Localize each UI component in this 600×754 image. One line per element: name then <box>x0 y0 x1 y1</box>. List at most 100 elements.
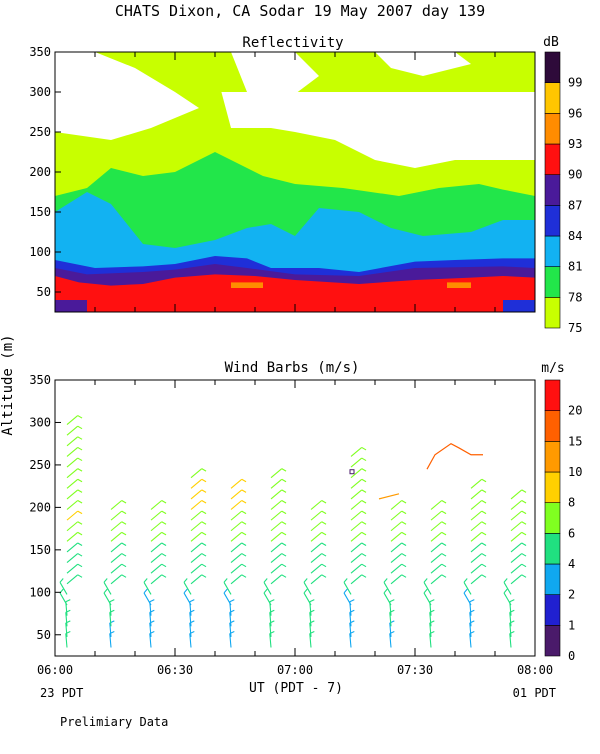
wind-barb-108 <box>310 553 327 564</box>
wind-barb-11 <box>66 521 83 532</box>
colorbar-label-96: 96 <box>568 106 582 120</box>
wind-barb-131 <box>350 457 367 468</box>
wind-barb-strong <box>426 442 483 470</box>
wind-ytick-label-50: 50 <box>37 628 51 642</box>
wind-barb-80 <box>230 500 247 510</box>
wind-colorbar-label-8: 8 <box>568 496 575 510</box>
wind-colorbar-swatch-8 <box>544 471 561 503</box>
wind-barb-13 <box>66 500 83 510</box>
wind-barb-25 <box>109 599 115 616</box>
wind-colorbar-label-0: 0 <box>568 649 575 663</box>
wind-barb-175 <box>470 489 487 500</box>
wind-barb-127 <box>350 500 367 510</box>
wind-barb-75 <box>230 553 247 564</box>
wind-barb-60 <box>190 531 207 542</box>
wind-barb-169 <box>470 553 487 564</box>
no-data-region-1 <box>231 52 319 100</box>
colorbar-swatch-93 <box>544 113 561 145</box>
wind-barb-82 <box>230 478 247 489</box>
wind-barb-16 <box>66 468 83 479</box>
colorbar-label-75: 75 <box>568 321 582 335</box>
contour-patch-3 <box>55 300 87 312</box>
wind-barb-14 <box>66 489 83 500</box>
wind-barb-40 <box>143 588 152 606</box>
wind-barb-189 <box>510 510 527 521</box>
colorbar-label-99: 99 <box>568 76 582 90</box>
wind-frame <box>54 379 536 657</box>
wind-barb-146 <box>390 500 407 510</box>
wind-xtick-label-2: 07:00 <box>277 663 313 677</box>
contour-patch-4 <box>503 300 535 312</box>
wind-barb-76 <box>230 542 247 553</box>
footer-note: Prelimiary Data <box>60 715 168 729</box>
wind-colorbar-swatch-10 <box>544 441 561 473</box>
wind-barb-106 <box>310 574 327 585</box>
wind-barb-66 <box>190 468 207 479</box>
wind-barb-88 <box>263 578 272 595</box>
colorbar-label-87: 87 <box>568 198 582 212</box>
colorbar-label-81: 81 <box>568 260 582 274</box>
wind-title: Wind Barbs (m/s) <box>225 360 360 376</box>
wind-barb-132 <box>350 446 367 457</box>
colorbar-label-90: 90 <box>568 168 582 182</box>
wind-barb-49 <box>150 500 167 510</box>
wind-ytick-label-100: 100 <box>29 585 51 599</box>
wind-barb-35 <box>110 500 127 510</box>
wind-ytick-label-300: 300 <box>29 415 51 429</box>
wind-barb-160 <box>430 500 447 510</box>
reflectivity-ytick-label-350: 350 <box>29 45 51 59</box>
x-axis-label: UT (PDT - 7) <box>249 681 343 696</box>
colorbar-swatch-96 <box>544 82 561 114</box>
wind-barb-90 <box>270 563 287 574</box>
left-time-note: 23 PDT <box>40 686 83 700</box>
reflectivity-ytick-label-200: 200 <box>29 165 51 179</box>
wind-barb-orange <box>378 493 400 500</box>
wind-barb-121 <box>350 563 367 574</box>
wind-barb-98 <box>270 478 287 489</box>
wind-barb-119 <box>343 578 352 595</box>
wind-barb-184 <box>510 563 527 574</box>
wind-barb-20 <box>66 425 83 436</box>
wind-barb-188 <box>510 521 527 532</box>
wind-barb-191 <box>510 489 527 500</box>
wind-xtick-label-0: 06:00 <box>37 663 73 677</box>
wind-barb-79 <box>230 510 247 521</box>
wind-barb-44 <box>150 553 167 564</box>
wind-barb-63 <box>190 500 207 510</box>
wind-barb-9 <box>66 542 83 553</box>
y-axis-label: Altitude (m) <box>0 334 16 435</box>
colorbar-swatch-84 <box>544 205 561 237</box>
wind-barb-39 <box>149 599 155 616</box>
wind-barb-28 <box>110 574 127 585</box>
wind-barb-150 <box>429 599 435 616</box>
wind-barb-54 <box>183 588 192 606</box>
wind-barb-110 <box>310 531 327 542</box>
colorbar-label-84: 84 <box>568 229 582 243</box>
wind-barb-168 <box>470 563 487 574</box>
wind-barb-45 <box>150 542 167 553</box>
wind-barb-96 <box>270 500 287 510</box>
wind-barb-111 <box>310 521 327 532</box>
wind-barb-187 <box>510 531 527 542</box>
contour-patch-1 <box>231 282 263 288</box>
wind-barb-190 <box>510 500 527 510</box>
colorbar-swatch-78 <box>544 266 561 298</box>
wind-xtick-label-4: 08:00 <box>517 663 553 677</box>
wind-barb-92 <box>270 542 287 553</box>
wind-barb-62 <box>190 510 207 521</box>
wind-barb-186 <box>510 542 527 553</box>
wind-barb-3 <box>65 599 71 616</box>
wind-barb-137 <box>383 588 392 606</box>
reflectivity-title: Reflectivity <box>242 35 343 51</box>
reflectivity-ytick-label-300: 300 <box>29 85 51 99</box>
wind-barb-125 <box>350 521 367 532</box>
wind-barb-109 <box>310 542 327 553</box>
wind-barb-183 <box>510 574 527 585</box>
contour-patch-2 <box>447 282 471 288</box>
wind-barb-126 <box>350 510 367 521</box>
wind-barb-171 <box>470 531 487 542</box>
wind-barb-181 <box>503 588 512 606</box>
wind-barb-112 <box>310 510 327 521</box>
wind-barb-153 <box>430 574 447 585</box>
